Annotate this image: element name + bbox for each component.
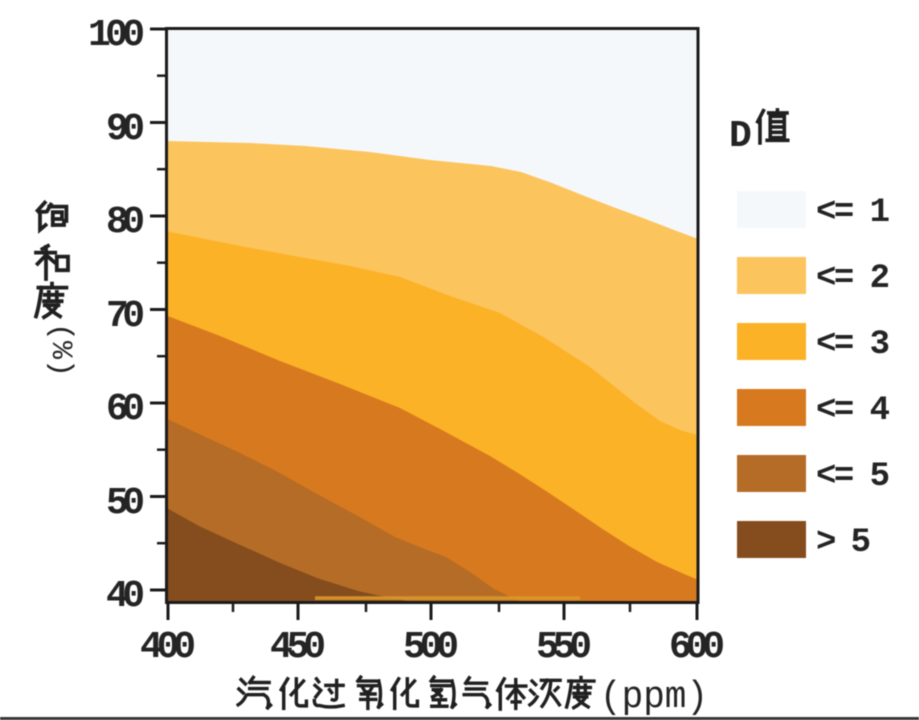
svg-text:<= 2: <= 2 [816,260,890,298]
svg-text:500: 500 [403,626,459,669]
svg-text:600: 600 [669,626,725,669]
svg-text:60: 60 [106,388,145,431]
svg-text:(ppm): (ppm) [600,676,708,719]
svg-text:<= 3: <= 3 [816,326,890,364]
svg-text:<= 4: <= 4 [816,392,890,430]
svg-text:450: 450 [270,626,326,669]
svg-text:D: D [729,115,752,158]
svg-text:(%): (%) [43,323,77,377]
svg-text:80: 80 [106,201,145,244]
svg-text:100: 100 [88,14,145,57]
svg-text:90: 90 [106,108,145,151]
svg-text:> 5: > 5 [816,524,871,562]
svg-text:400: 400 [140,626,196,669]
svg-text:<= 5: <= 5 [816,458,890,496]
svg-text:<= 1: <= 1 [816,194,890,232]
svg-text:550: 550 [536,626,592,669]
svg-text:70: 70 [106,295,145,338]
svg-text:40: 40 [106,575,145,618]
svg-text:50: 50 [106,482,145,525]
